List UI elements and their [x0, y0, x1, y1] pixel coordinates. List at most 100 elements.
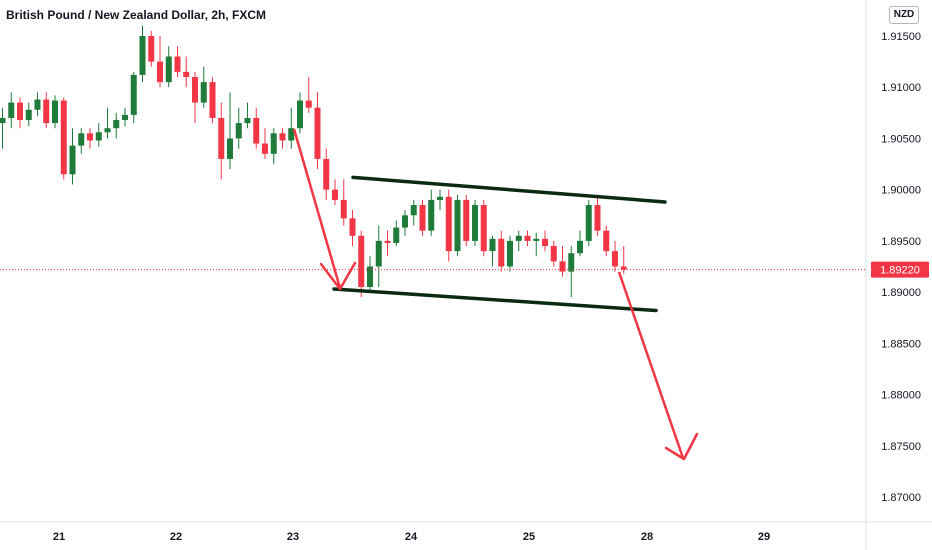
candle-body [472, 205, 478, 241]
candle-body [375, 240, 382, 267]
candle-body [445, 196, 452, 252]
candle-body [104, 128, 111, 133]
arrow-head-second [664, 432, 699, 461]
arrow-down-first [292, 128, 342, 289]
candle-body [402, 215, 408, 228]
price-tick-label: 1.87000 [881, 492, 921, 504]
time-tick-label: 28 [641, 531, 653, 543]
candle-body [542, 238, 548, 247]
time-tick-label: 22 [170, 531, 182, 543]
candle-body [314, 107, 321, 159]
candle-body [428, 199, 435, 231]
candle-body [253, 117, 260, 144]
price-tick-label: 1.91000 [881, 82, 921, 94]
candle-body [620, 266, 627, 270]
channel-upper-line [351, 175, 667, 204]
candle-body [218, 117, 225, 159]
candle-body [585, 205, 592, 241]
candle-body [148, 36, 155, 62]
price-tick-label: 1.89000 [881, 287, 921, 299]
candle-body [367, 266, 373, 287]
candle-body [34, 99, 41, 110]
candle-body [524, 235, 531, 241]
candle-body [157, 61, 163, 83]
candle-body [174, 56, 181, 72]
candle-body [340, 199, 347, 219]
currency-button[interactable]: NZD [889, 6, 919, 24]
candle-body [279, 133, 286, 141]
candle-body [288, 128, 295, 141]
candle-body [603, 230, 610, 252]
candle-body [192, 76, 198, 103]
candle-body [8, 102, 15, 118]
candle-body [594, 205, 601, 231]
candle-body [270, 133, 277, 154]
candle-body [87, 133, 93, 141]
channel-lower-line [332, 287, 658, 313]
candle-body [262, 143, 268, 154]
candle-body [209, 82, 216, 118]
candle-body [454, 199, 461, 252]
price-tick-label: 1.89500 [881, 236, 921, 248]
candle-body [498, 238, 505, 267]
candle-body [577, 240, 583, 254]
candle-body [244, 117, 251, 124]
candle-body [384, 240, 391, 243]
time-tick-label: 25 [523, 531, 535, 543]
arrow-head-first [319, 261, 357, 291]
candle-body [113, 120, 120, 129]
candle-body [480, 205, 487, 252]
time-tick-label: 24 [405, 531, 418, 543]
time-tick-label: 29 [758, 531, 770, 543]
last-price-label: 1.89220 [880, 265, 920, 277]
candle-body [533, 238, 540, 241]
candle-body [437, 196, 443, 200]
arrow-down-second [617, 271, 685, 459]
last-price-badge [871, 261, 929, 278]
candle-body [227, 138, 233, 159]
candle-body [130, 74, 137, 115]
candle-body [78, 133, 85, 146]
candle-body [550, 246, 557, 262]
candle-body [507, 240, 513, 267]
chart-title: British Pound / New Zealand Dollar, 2h, … [6, 8, 267, 22]
candle-body [200, 82, 207, 103]
candle-body [122, 114, 128, 121]
price-tick-label: 1.88000 [881, 390, 921, 402]
candle-body [183, 71, 190, 77]
candle-body [60, 100, 67, 175]
time-tick-label: 21 [53, 531, 65, 543]
candle-body [358, 235, 365, 287]
candle-body [139, 36, 146, 75]
candle-body [332, 189, 338, 200]
price-tick-label: 1.88500 [881, 338, 921, 350]
candle-body [235, 123, 242, 139]
candle-body [410, 205, 417, 216]
candle-body [17, 102, 23, 121]
candle-body [463, 199, 470, 241]
candle-body [0, 117, 6, 124]
price-tick-label: 1.87500 [881, 441, 921, 453]
candle-body [52, 100, 58, 124]
candle-body [612, 251, 618, 267]
candle-body [515, 235, 522, 241]
candle-body [568, 253, 575, 272]
candle-body [305, 100, 312, 108]
candle-body [489, 238, 496, 252]
candle-body [69, 145, 76, 175]
candle-body [165, 56, 172, 83]
candle-body [419, 205, 426, 231]
candle-body [297, 100, 303, 129]
price-tick-label: 1.91500 [881, 31, 921, 43]
candle-body [43, 99, 50, 124]
candle-body [349, 218, 356, 236]
candle-body [323, 158, 330, 190]
price-tick-label: 1.90000 [881, 185, 921, 197]
price-tick-label: 1.90500 [881, 133, 921, 145]
time-tick-label: 23 [287, 531, 299, 543]
candle-body [559, 261, 566, 272]
candle-body [95, 132, 102, 141]
candle-body [25, 109, 32, 121]
